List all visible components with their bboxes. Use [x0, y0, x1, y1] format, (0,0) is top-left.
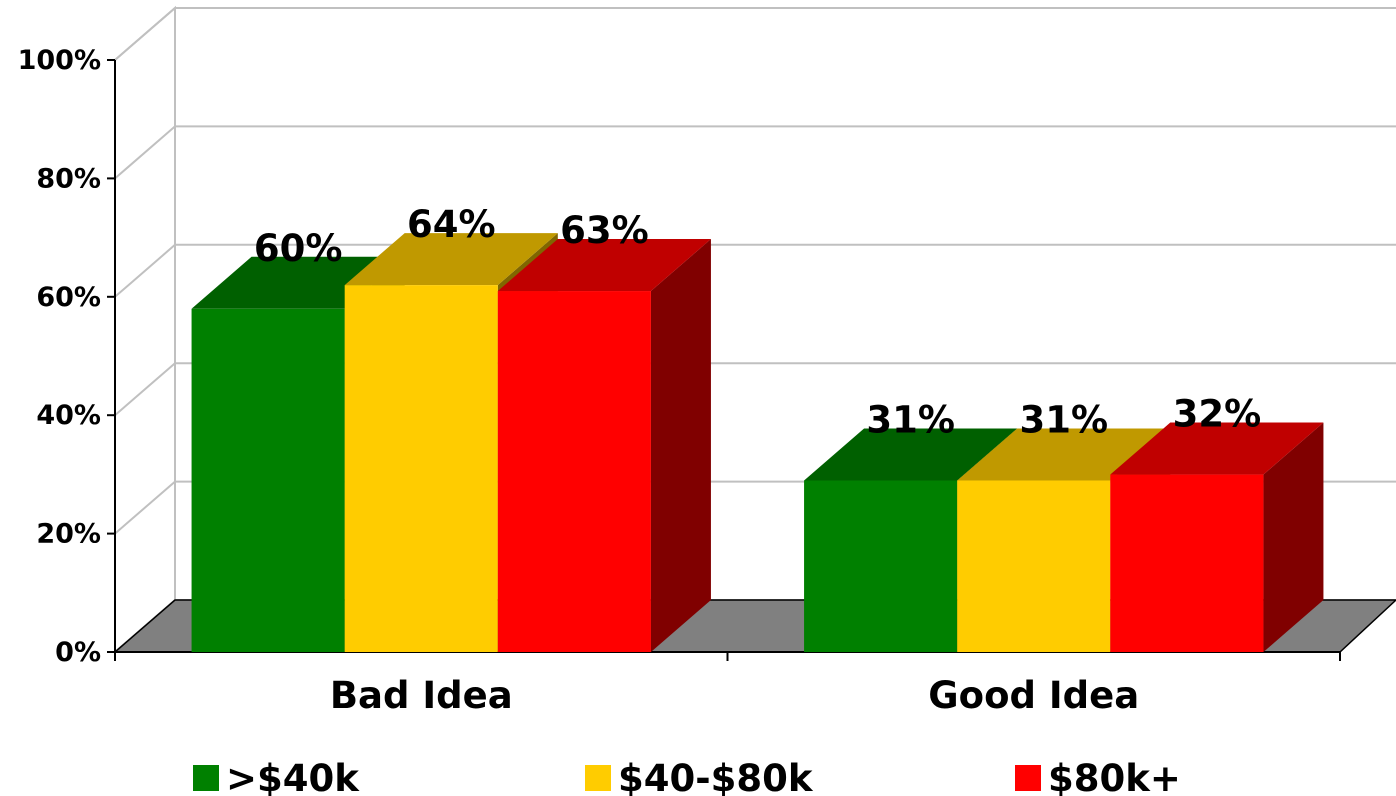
bar-front [1110, 474, 1264, 652]
bar-good-idea-80k [1110, 422, 1324, 652]
bar-front [804, 480, 958, 652]
y-tick-label: 0% [55, 637, 101, 668]
bar-front [957, 480, 1111, 652]
bar-side [1263, 422, 1324, 652]
legend: >$40k $40-$80k $80k+ [193, 757, 1181, 796]
bar-top [497, 239, 711, 292]
data-label-good-idea-40-80k: 31% [1019, 398, 1108, 441]
data-label-good-idea-40k: 31% [866, 398, 955, 441]
gridline [114, 7, 1396, 61]
left-wall [114, 5, 176, 655]
bar-front [191, 308, 345, 652]
legend-item-40k: >$40k [193, 757, 360, 796]
y-tick-label: 20% [36, 519, 101, 550]
data-labels: 60% 64% 63% 31% 31% 32% [254, 203, 1261, 441]
data-label-good-idea-80k: 32% [1173, 393, 1262, 436]
data-label-bad-idea-40-80k: 64% [407, 203, 496, 246]
data-label-bad-idea-80k: 63% [560, 209, 649, 252]
bars [191, 233, 1324, 653]
category-label-bad-idea: Bad Idea [330, 674, 513, 717]
legend-item-80k: $80k+ [1015, 757, 1181, 796]
bar-top [344, 233, 558, 286]
y-tick-label: 80% [36, 163, 101, 194]
bar-top [804, 428, 1018, 481]
data-label-bad-idea-40k: 60% [254, 227, 343, 270]
bar-front [344, 285, 498, 652]
legend-swatch [1015, 765, 1041, 791]
bar-side [650, 239, 711, 653]
y-tick-labels: 0% 20% 40% 60% 80% 100% [18, 45, 101, 668]
bar-bad-idea-80k [497, 239, 711, 653]
gridline [114, 125, 1396, 180]
category-label-good-idea: Good Idea [928, 674, 1139, 717]
category-labels: Bad Idea Good Idea [330, 674, 1139, 717]
bar-top [957, 428, 1171, 481]
y-tick-label: 100% [18, 45, 101, 76]
bar-top [1110, 422, 1324, 475]
y-tick-label: 40% [36, 400, 101, 431]
legend-label: $80k+ [1048, 757, 1181, 796]
chart-walls [114, 5, 176, 655]
bar-front [497, 291, 651, 652]
legend-label: $40-$80k [618, 757, 814, 796]
legend-swatch [585, 765, 611, 791]
legend-swatch [193, 765, 219, 791]
legend-label: >$40k [226, 757, 360, 796]
legend-item-40-80k: $40-$80k [585, 757, 814, 796]
y-tick-label: 60% [36, 282, 101, 313]
